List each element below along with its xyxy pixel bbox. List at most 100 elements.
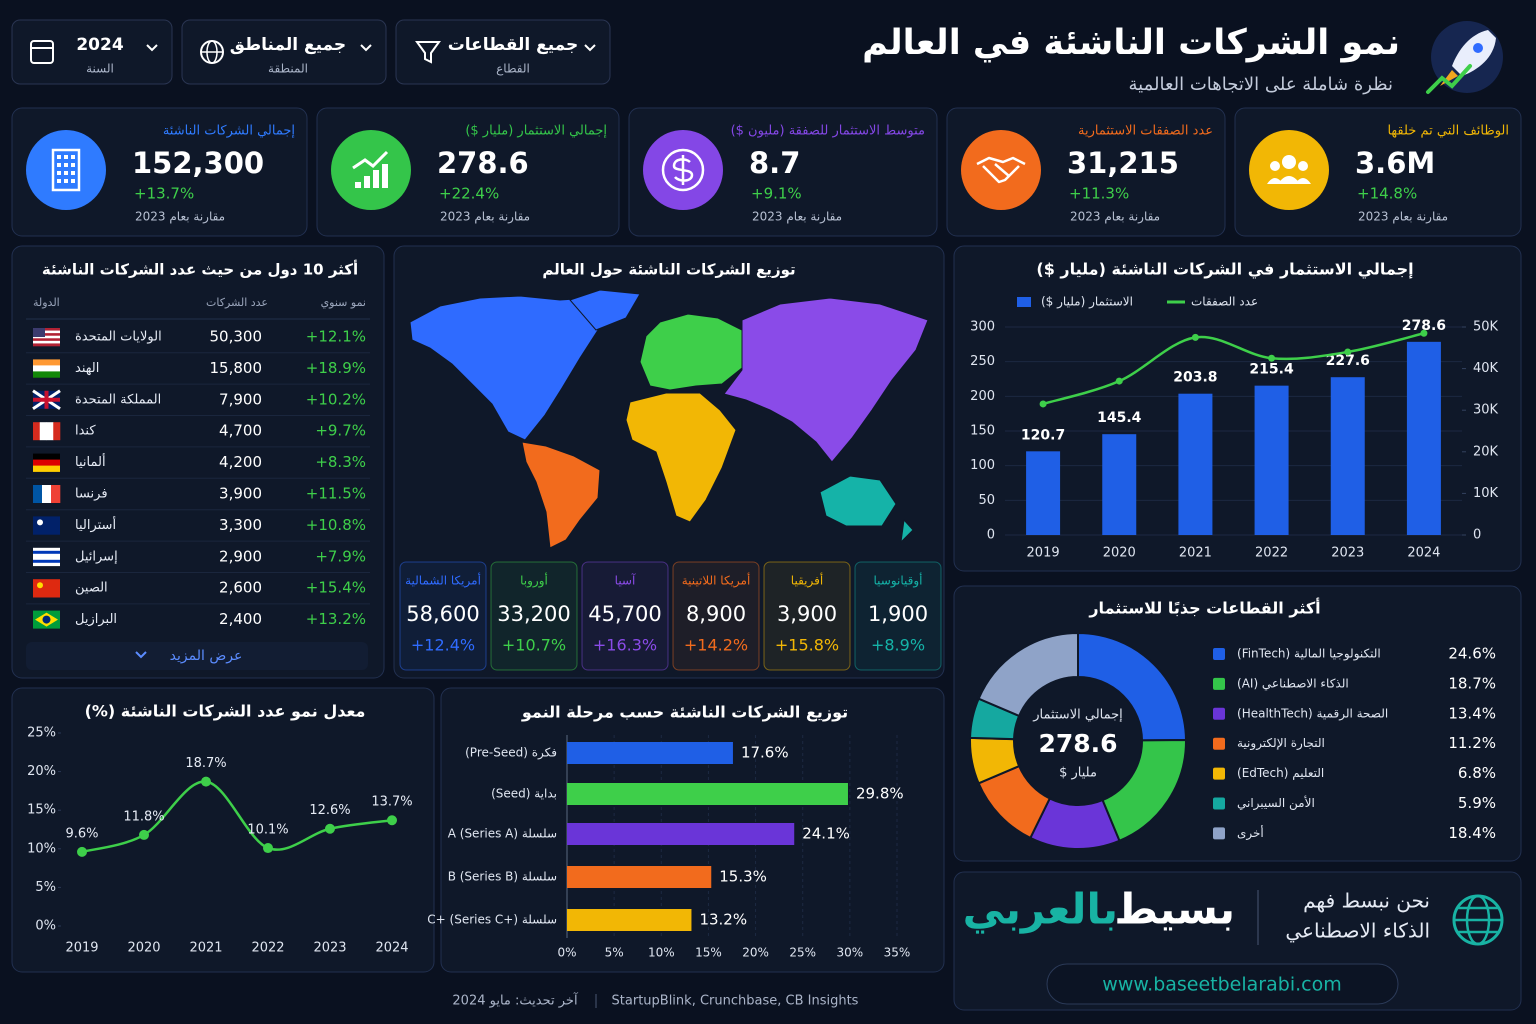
kpi-change: +13.7% xyxy=(134,185,194,203)
x-tick-label: 10% xyxy=(648,946,675,960)
region-name: أوقيانوسيا xyxy=(873,573,922,589)
legend-label: التجارة الإلكترونية xyxy=(1237,736,1325,751)
slice-value-label: 13.4% xyxy=(1448,704,1496,722)
filter-dropdown[interactable] xyxy=(181,19,387,85)
region-card xyxy=(672,561,760,671)
region-card xyxy=(763,561,851,671)
x-tick-label: 20% xyxy=(742,946,769,960)
legend-swatch xyxy=(1213,767,1225,780)
line-series xyxy=(1042,332,1425,406)
flag xyxy=(33,335,60,339)
y2-tick-label: 0 xyxy=(1473,528,1481,543)
donut-center-label: إجمالي الاستثمار xyxy=(1032,708,1123,723)
bar-value-label: 203.8 xyxy=(1173,370,1217,386)
kpi-change: +11.3% xyxy=(1069,185,1129,203)
x-tick-label: 0% xyxy=(557,946,576,960)
legend-label: التعليم (EdTech) xyxy=(1237,766,1324,780)
y-tick-label: 25% xyxy=(27,726,56,741)
x-tick-label: 2019 xyxy=(1027,546,1060,561)
footer-sources: StartupBlink, Crunchbase, CB Insights xyxy=(612,994,859,1009)
region-card xyxy=(854,561,942,671)
kpi-icon xyxy=(331,130,411,210)
people-icon xyxy=(1282,155,1296,169)
country-name: المملكة المتحدة xyxy=(75,392,161,407)
legend-label: عدد الصفقات xyxy=(1191,295,1258,309)
page-title: نمو الشركات الناشئة في العالم xyxy=(862,23,1400,63)
brand-url-pill[interactable] xyxy=(1046,963,1399,1005)
brand-tagline: الذكاء الاصطناعي xyxy=(1285,919,1430,944)
handshake-icon xyxy=(976,156,1026,184)
legend-swatch xyxy=(1213,797,1225,810)
flag xyxy=(33,516,60,535)
country-name: كندا xyxy=(75,424,96,439)
map-title: توزيع الشركات الناشئة حول العالم xyxy=(542,261,795,279)
region-value: 33,200 xyxy=(497,602,570,626)
kpi-change: +14.8% xyxy=(1357,185,1417,203)
x-tick-label: 15% xyxy=(695,946,722,960)
y-tick-label: 20% xyxy=(27,764,56,779)
filter-dropdown[interactable] xyxy=(11,19,173,85)
funnel-icon xyxy=(415,41,441,64)
bar xyxy=(567,866,712,888)
line-point xyxy=(387,815,397,826)
y2-tick-label: 20K xyxy=(1473,444,1499,459)
kpi-value: 3.6M xyxy=(1355,146,1435,180)
kpi-change: +9.1% xyxy=(751,185,802,203)
line-point xyxy=(263,843,273,854)
flag xyxy=(33,328,45,337)
show-more-button[interactable] xyxy=(26,642,368,670)
legend-swatch xyxy=(1213,707,1225,720)
brand-url[interactable]: www.baseetbelarabi.com xyxy=(1102,974,1341,996)
building-icon xyxy=(57,179,61,183)
x-tick-label: 2021 xyxy=(1179,546,1212,561)
building-icon xyxy=(64,171,68,175)
flag xyxy=(33,422,41,441)
region-name: أمريكا الشمالية xyxy=(405,573,481,589)
flag xyxy=(33,330,60,334)
column-header: الدولة xyxy=(33,296,60,309)
flag xyxy=(33,459,60,466)
show-more-label[interactable]: عرض المزيد xyxy=(170,648,243,664)
kpi-label: عدد الصفقات الاستثمارية xyxy=(1078,124,1213,139)
bar-value-label: 215.4 xyxy=(1249,362,1294,378)
country-count: 3,900 xyxy=(219,485,262,503)
table-title: أكثر 10 دول من حيث عدد الشركات الناشئة xyxy=(42,260,358,279)
point-value-label: 13.7% xyxy=(371,795,412,810)
x-tick-label: 2024 xyxy=(375,941,408,956)
flag xyxy=(33,485,43,503)
y-tick-label: 10% xyxy=(27,841,56,856)
map-region xyxy=(723,297,929,463)
bar xyxy=(1330,377,1365,535)
logo-arrow xyxy=(1426,64,1472,94)
legend-swatch xyxy=(1213,648,1225,660)
point-value-label: 18.7% xyxy=(185,756,226,771)
flag xyxy=(33,328,60,331)
point-value-label: 10.1% xyxy=(247,823,288,838)
country-name: ألمانيا xyxy=(75,453,106,470)
kpi-icon xyxy=(26,130,106,210)
x-tick-label: 2019 xyxy=(65,941,98,956)
country-growth: +7.9% xyxy=(315,547,366,565)
region-value: 45,700 xyxy=(588,602,661,626)
chart-title: توزيع الشركات الناشئة حسب مرحلة النمو xyxy=(521,703,848,722)
people-icon xyxy=(1295,178,1311,184)
country-growth: +15.4% xyxy=(306,579,366,597)
line-point xyxy=(1344,348,1352,356)
calendar-icon xyxy=(30,40,54,64)
slice-value-label: 6.8% xyxy=(1458,764,1496,782)
bar-value-label: 120.7 xyxy=(1021,427,1065,443)
region-name: أفريقيا xyxy=(791,573,823,589)
country-count: 2,900 xyxy=(219,547,262,565)
country-growth: +10.2% xyxy=(306,390,366,408)
legend-swatch xyxy=(1213,827,1225,840)
filter-dropdown[interactable] xyxy=(395,19,611,85)
flag xyxy=(33,553,60,558)
legend-swatch xyxy=(1213,677,1225,690)
building-icon xyxy=(57,171,61,175)
y-tick-label: 300 xyxy=(970,320,995,335)
y-tick-label: 50 xyxy=(978,493,995,508)
legend-label: الأمن السيبراني xyxy=(1237,795,1315,811)
country-growth: +9.7% xyxy=(315,422,366,440)
flag xyxy=(33,465,60,472)
